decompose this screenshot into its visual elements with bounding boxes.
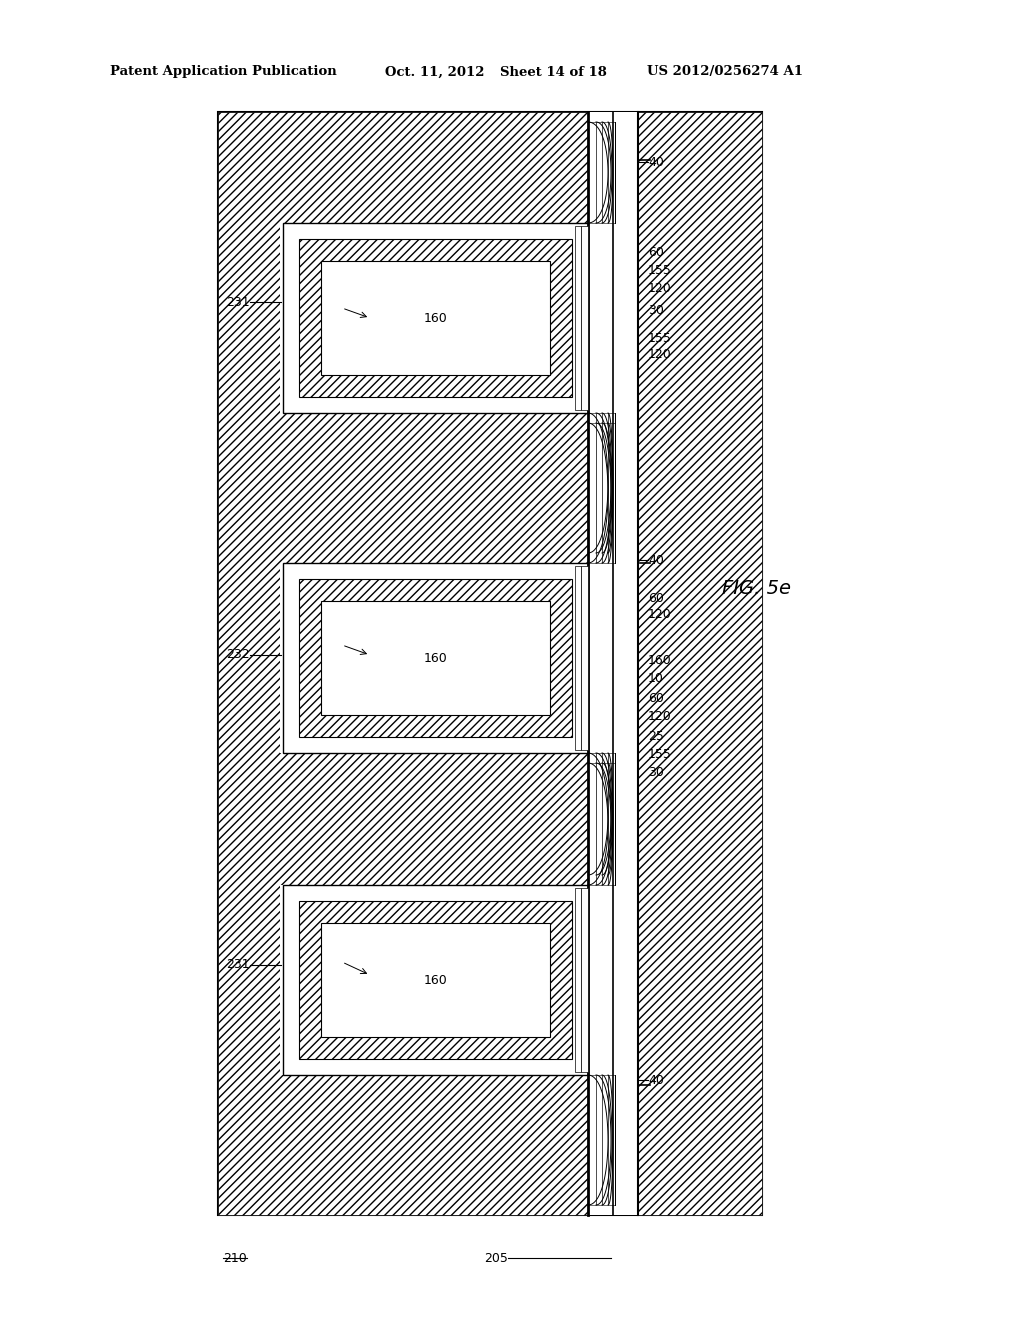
Bar <box>283 564 588 752</box>
Text: FIG. 5e: FIG. 5e <box>722 578 791 598</box>
Text: 25: 25 <box>648 730 664 742</box>
Bar <box>299 902 572 1059</box>
Bar <box>588 112 638 1214</box>
Text: 155: 155 <box>648 747 672 760</box>
Bar <box>608 763 615 884</box>
Bar <box>608 422 615 564</box>
Bar <box>602 752 608 875</box>
Bar <box>321 923 550 1038</box>
Text: US 2012/0256274 A1: US 2012/0256274 A1 <box>647 66 803 78</box>
Bar <box>608 413 615 553</box>
Bar <box>299 579 572 737</box>
Text: 40: 40 <box>648 553 664 566</box>
Text: 230: 230 <box>342 956 366 969</box>
Bar <box>299 239 572 397</box>
Bar <box>588 752 596 875</box>
Text: 120: 120 <box>648 710 672 722</box>
Text: Oct. 11, 2012: Oct. 11, 2012 <box>385 66 484 78</box>
Text: 160: 160 <box>424 652 447 664</box>
Text: Patent Application Publication: Patent Application Publication <box>110 66 337 78</box>
Text: 55: 55 <box>342 351 358 364</box>
Text: 230: 230 <box>342 301 366 314</box>
Text: 10: 10 <box>648 672 664 685</box>
Text: 120: 120 <box>648 348 672 362</box>
Bar <box>588 413 596 553</box>
Text: 160: 160 <box>424 312 447 325</box>
Bar <box>575 888 581 1072</box>
Text: 120: 120 <box>648 609 672 622</box>
Text: 55: 55 <box>342 1002 358 1015</box>
Bar <box>575 566 581 750</box>
Bar <box>596 1074 602 1205</box>
Bar <box>280 884 593 1074</box>
Text: 231: 231 <box>226 958 250 972</box>
Bar <box>280 223 593 413</box>
Bar <box>588 1074 596 1205</box>
Text: 232: 232 <box>226 648 250 661</box>
Bar <box>596 422 602 564</box>
Bar <box>581 888 588 1072</box>
Bar <box>602 763 608 884</box>
Text: 60: 60 <box>648 246 664 259</box>
Bar <box>588 422 596 564</box>
Bar <box>280 564 593 752</box>
Bar <box>283 884 588 1074</box>
Text: 210: 210 <box>223 1251 247 1265</box>
Bar <box>596 752 602 875</box>
Text: 231: 231 <box>226 296 250 309</box>
Bar <box>602 121 608 223</box>
Bar <box>602 1074 608 1205</box>
Text: 55: 55 <box>342 689 358 701</box>
Text: 120: 120 <box>648 281 672 294</box>
Text: 30: 30 <box>648 767 664 780</box>
Text: 205: 205 <box>484 1251 508 1265</box>
Bar <box>218 112 588 1214</box>
Bar <box>321 601 550 715</box>
Text: 60: 60 <box>648 692 664 705</box>
Bar <box>218 112 762 1214</box>
Bar <box>283 223 588 413</box>
Bar <box>581 226 588 411</box>
Text: 160: 160 <box>424 974 447 986</box>
Text: 40: 40 <box>648 156 664 169</box>
Text: 150: 150 <box>342 639 366 652</box>
Text: 155: 155 <box>648 264 672 276</box>
Bar <box>608 752 615 875</box>
Text: Sheet 14 of 18: Sheet 14 of 18 <box>500 66 607 78</box>
Bar <box>321 261 550 375</box>
Bar <box>596 413 602 553</box>
Text: 40: 40 <box>648 1073 664 1086</box>
Bar <box>588 763 596 884</box>
Text: 160: 160 <box>648 653 672 667</box>
Text: 30: 30 <box>648 304 664 317</box>
Text: 60: 60 <box>648 591 664 605</box>
Bar <box>608 1074 615 1205</box>
Bar <box>596 121 602 223</box>
Bar <box>588 121 596 223</box>
Bar <box>581 566 588 750</box>
Bar <box>608 121 615 223</box>
Bar <box>596 763 602 884</box>
Bar <box>602 422 608 564</box>
Bar <box>602 413 608 553</box>
Text: 155: 155 <box>648 331 672 345</box>
Bar <box>575 226 581 411</box>
Bar <box>638 112 762 1214</box>
